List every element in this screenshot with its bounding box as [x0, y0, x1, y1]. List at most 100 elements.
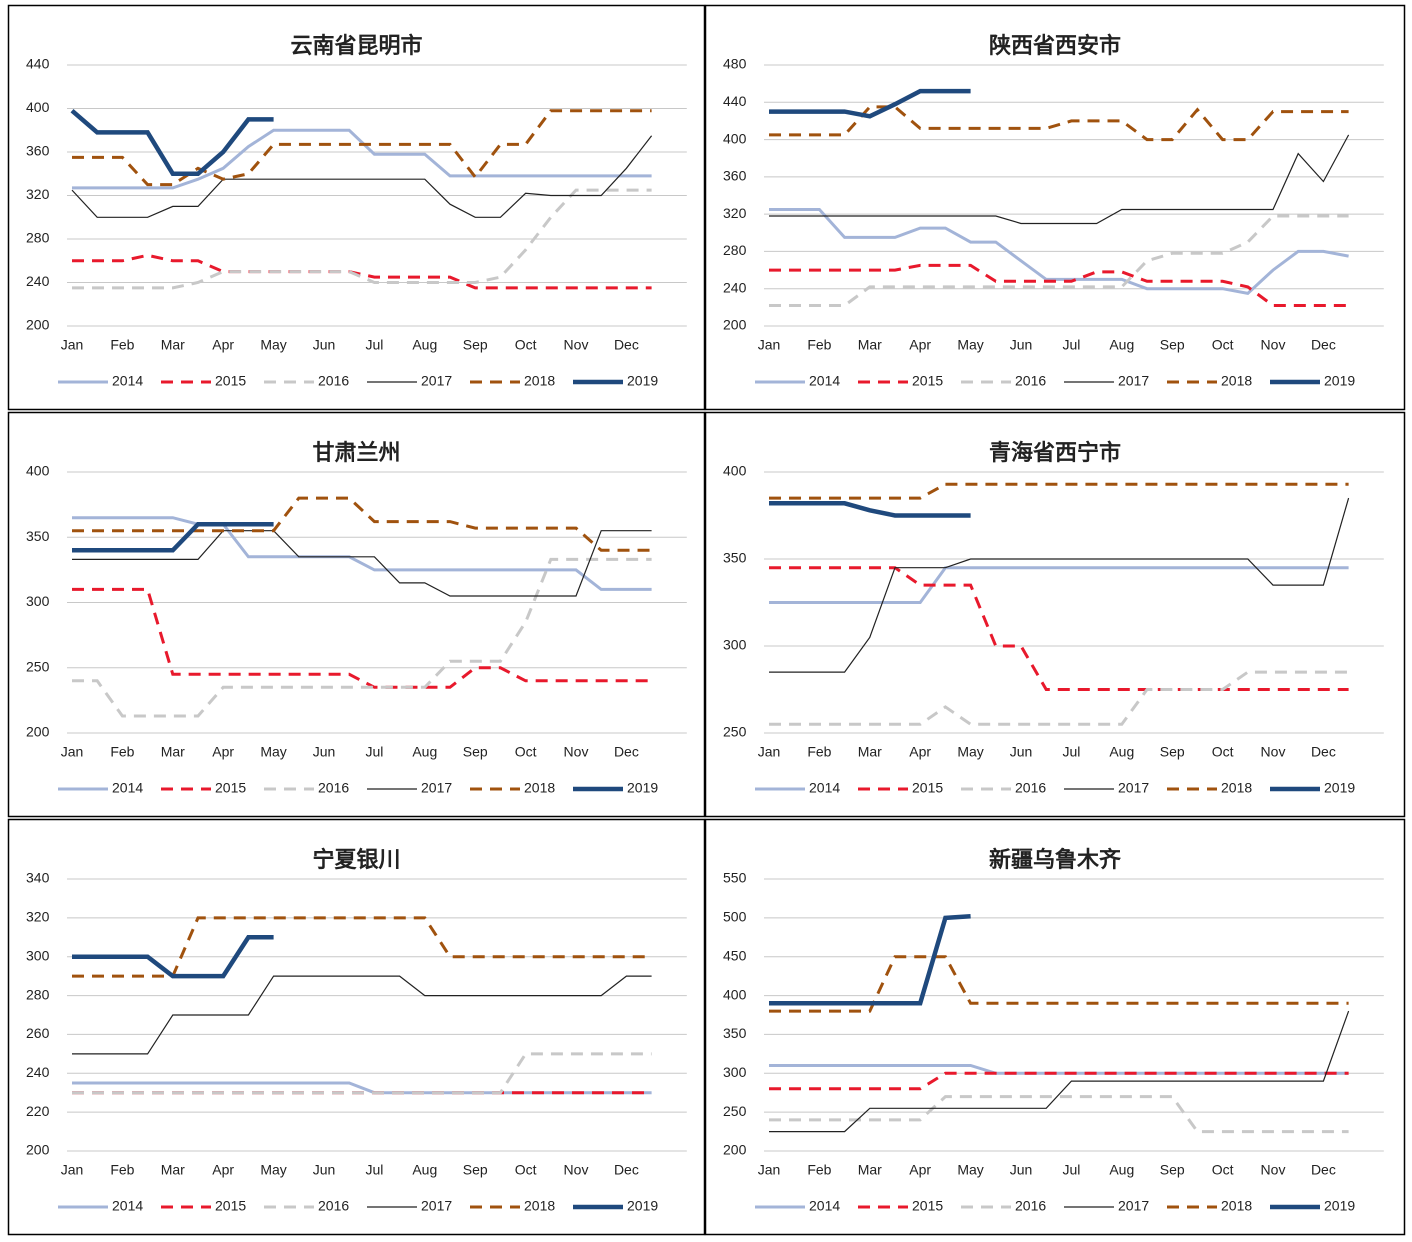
y-tick-label: 240: [26, 1064, 50, 1080]
x-tick-label: May: [957, 744, 983, 760]
legend-label: 2017: [1118, 780, 1149, 796]
x-tick-label: Feb: [110, 1162, 134, 1178]
chart-title: 云南省昆明市: [290, 33, 422, 58]
series-line: [769, 134, 1350, 225]
y-tick-label: 400: [26, 463, 50, 479]
series-line: [769, 1095, 1349, 1134]
series-line: [769, 670, 1349, 726]
x-tick-label: Nov: [564, 337, 589, 353]
x-tick-label: Nov: [1261, 337, 1286, 353]
x-tick-label: Jul: [365, 1162, 383, 1178]
series-line: [769, 214, 1349, 307]
x-tick-label: Sep: [463, 744, 488, 760]
x-tick-label: Sep: [1160, 337, 1185, 353]
y-tick-label: 450: [723, 947, 747, 963]
series-line: [72, 109, 652, 187]
x-tick-label: Sep: [463, 1162, 488, 1178]
x-tick-label: Nov: [564, 744, 589, 760]
y-tick-label: 240: [723, 279, 747, 295]
chart-title: 甘肃兰州: [312, 440, 400, 465]
x-tick-label: Apr: [212, 744, 234, 760]
series-line: [72, 1052, 652, 1095]
chart-panel: 新疆乌鲁木齐 200 250 300 350 400 450 500 550 Jan Feb Mar A…: [704, 818, 1406, 1236]
legend-label: 2016: [318, 780, 349, 796]
series-line: [769, 955, 1349, 1013]
y-tick-label: 250: [26, 658, 50, 674]
x-tick-label: Oct: [1212, 744, 1234, 760]
x-tick-label: Feb: [807, 744, 831, 760]
legend-label: 2014: [112, 780, 143, 796]
chart-panel: 云南省昆明市 200 240 280 320 360 400 440 Jan Feb Mar Apr M…: [7, 4, 706, 411]
y-tick-label: 320: [723, 205, 747, 221]
x-tick-label: Jun: [1010, 1162, 1033, 1178]
x-tick-label: Dec: [1311, 337, 1336, 353]
legend-label: 2014: [112, 373, 143, 389]
legend-label: 2016: [1015, 780, 1046, 796]
y-tick-label: 300: [26, 947, 50, 963]
series-line: [72, 587, 652, 689]
x-tick-label: Jul: [365, 337, 383, 353]
series-line: [769, 88, 971, 119]
x-tick-label: Jan: [758, 1162, 781, 1178]
series-line: [769, 208, 1349, 296]
y-tick-label: 500: [723, 909, 747, 925]
legend-label: 2014: [112, 1198, 143, 1214]
y-tick-label: 250: [723, 724, 747, 740]
legend-label: 2018: [524, 373, 555, 389]
x-tick-label: Apr: [212, 337, 234, 353]
chart-title: 新疆乌鲁木齐: [989, 847, 1122, 872]
y-tick-label: 320: [26, 186, 50, 202]
y-tick-label: 250: [723, 1103, 747, 1119]
x-tick-label: Feb: [110, 744, 134, 760]
y-tick-label: 360: [26, 143, 50, 159]
x-tick-label: Aug: [412, 744, 437, 760]
y-tick-label: 400: [723, 463, 747, 479]
chart-title: 宁夏银川: [312, 847, 400, 872]
y-tick-label: 480: [723, 56, 747, 72]
x-tick-label: Jul: [1062, 337, 1080, 353]
x-tick-label: Mar: [161, 1162, 185, 1178]
chart-panel: 宁夏银川 200 220 240 260 280 300 320 340 Jan Feb Mar Apr…: [7, 818, 706, 1236]
x-tick-label: Apr: [909, 337, 931, 353]
x-tick-label: Nov: [1261, 744, 1286, 760]
y-tick-label: 440: [26, 56, 50, 72]
series-line: [769, 501, 971, 518]
legend-label: 2014: [809, 373, 840, 389]
y-tick-label: 260: [26, 1025, 50, 1041]
x-tick-label: Dec: [614, 337, 639, 353]
legend-label: 2017: [1118, 373, 1149, 389]
x-tick-label: Apr: [212, 1162, 234, 1178]
y-tick-label: 350: [723, 550, 747, 566]
x-tick-label: Dec: [614, 1162, 639, 1178]
x-tick-label: Sep: [463, 337, 488, 353]
chart-title: 青海省西宁市: [989, 440, 1121, 465]
y-tick-label: 340: [26, 870, 50, 886]
y-tick-label: 400: [723, 130, 747, 146]
panel-border: [7, 411, 706, 818]
legend-label: 2014: [809, 780, 840, 796]
series-line: [769, 566, 1349, 604]
legend-label: 2018: [1221, 373, 1252, 389]
y-tick-label: 200: [26, 724, 50, 740]
x-tick-label: Jan: [61, 744, 84, 760]
legend-label: 2019: [1324, 373, 1355, 389]
x-tick-label: Jul: [1062, 1162, 1080, 1178]
legend-label: 2015: [912, 780, 943, 796]
series-line: [72, 935, 274, 979]
y-tick-label: 280: [26, 230, 50, 246]
y-tick-label: 350: [26, 528, 50, 544]
legend-label: 2019: [627, 373, 658, 389]
x-tick-label: Jun: [313, 337, 336, 353]
x-tick-label: Jun: [1010, 744, 1033, 760]
legend-label: 2016: [1015, 373, 1046, 389]
series-line: [72, 557, 652, 718]
x-tick-label: Jan: [61, 337, 84, 353]
y-tick-label: 350: [723, 1025, 747, 1041]
panel-border: [704, 4, 1406, 411]
x-tick-label: Aug: [1109, 1162, 1134, 1178]
x-tick-label: Jul: [365, 744, 383, 760]
x-tick-label: May: [260, 744, 286, 760]
legend-label: 2019: [1324, 780, 1355, 796]
legend-label: 2017: [421, 780, 452, 796]
